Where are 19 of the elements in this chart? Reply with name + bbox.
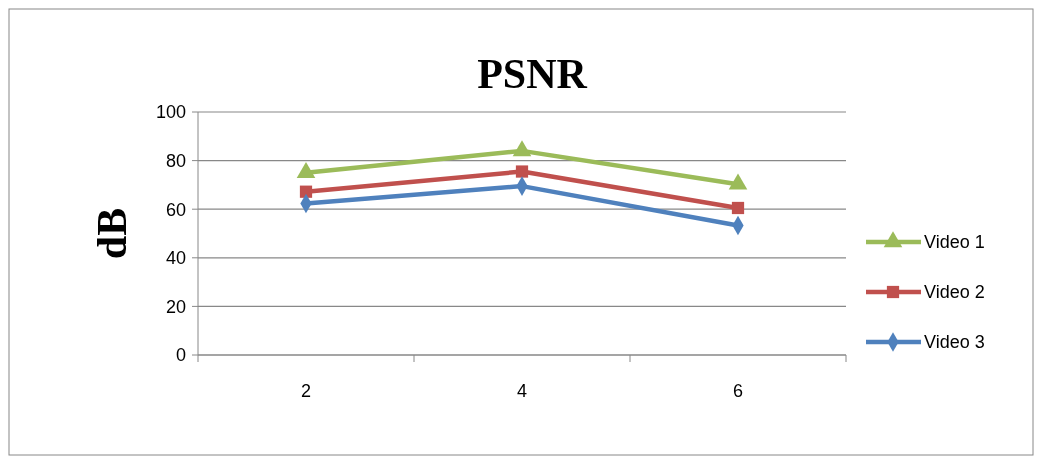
y-tick-label: 20 — [165, 296, 186, 317]
point — [296, 162, 316, 179]
point — [731, 201, 745, 215]
point — [512, 140, 532, 157]
point — [515, 165, 529, 178]
y-tick-label: 0 — [175, 345, 186, 366]
y-tick-label: 40 — [165, 248, 186, 269]
y-tick-label: 60 — [165, 199, 186, 220]
chart-title: PSNR — [477, 51, 588, 97]
point — [728, 173, 748, 190]
legend-label: Video 1 — [924, 232, 985, 253]
y-axis-title: dB — [89, 207, 135, 260]
x-tick-label: 4 — [516, 381, 528, 401]
legend-label: Video 2 — [924, 282, 985, 303]
y-tick-label: 80 — [165, 150, 186, 171]
y-tick-label: 100 — [155, 102, 186, 123]
x-tick-label: 2 — [300, 381, 312, 401]
x-tick-label: 6 — [732, 381, 744, 401]
legend-label: Video 3 — [924, 332, 985, 353]
